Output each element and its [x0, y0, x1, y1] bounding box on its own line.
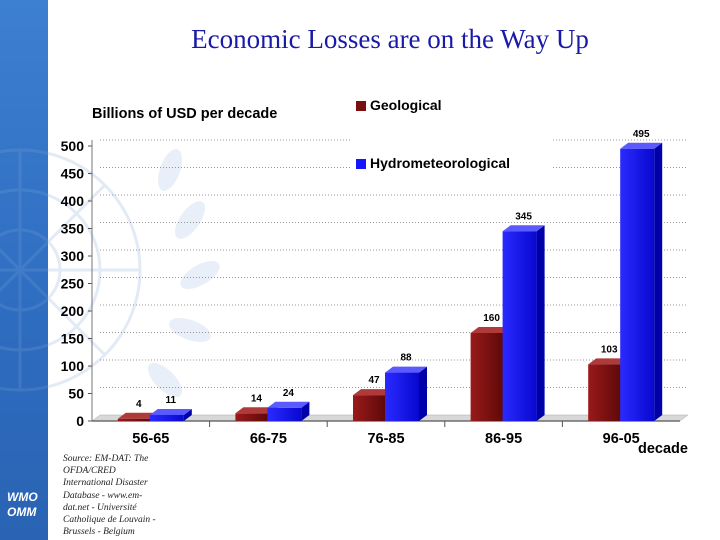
legend-label: Hydrometeorological [370, 155, 510, 171]
bar-top [620, 142, 663, 149]
data-label: 24 [283, 388, 295, 399]
x-tick-label: 96-05 [603, 431, 640, 447]
data-label: 160 [483, 313, 500, 324]
data-label: 345 [515, 211, 532, 222]
data-label: 47 [368, 375, 380, 386]
x-tick-label: 86-95 [485, 431, 522, 447]
legend-label: Geological [370, 97, 442, 113]
data-label: 14 [251, 393, 263, 404]
x-tick-label: 66-75 [250, 431, 287, 447]
bar-top [588, 358, 631, 365]
y-tick-label: 150 [61, 331, 85, 347]
y-tick-label: 400 [61, 193, 85, 209]
y-tick-label: 200 [61, 303, 85, 319]
data-label: 103 [601, 344, 618, 355]
x-tick-label: 56-65 [132, 431, 169, 447]
bar-top [235, 407, 278, 414]
source-note: Source: EM-DAT: The OFDA/CRED Internatio… [63, 454, 156, 538]
bar-geological [588, 364, 623, 421]
bar-hydrometeorological [149, 414, 184, 421]
bar-side [419, 366, 427, 421]
legend-box [352, 96, 552, 186]
x-tick-label: 76-85 [367, 431, 404, 447]
legend-swatch-geological [356, 101, 366, 111]
bar-geological [235, 413, 270, 421]
bar-geological [353, 395, 387, 421]
bar-hydrometeorological [267, 407, 302, 421]
bar-geological [470, 333, 505, 421]
bar-geological [117, 418, 152, 421]
legend-swatch-hydrometeorological [356, 159, 366, 169]
bar-hydrometeorological [385, 372, 419, 421]
data-label: 4 [136, 399, 142, 410]
slide-title: Economic Losses are on the Way Up [191, 24, 589, 54]
bar-side [654, 142, 663, 421]
sidebar-band [0, 0, 48, 540]
bar-side [301, 401, 310, 421]
y-tick-label: 350 [61, 221, 85, 237]
wmo-logo: WMO OMM [7, 490, 47, 520]
bar-top [267, 401, 310, 408]
data-label: 88 [400, 353, 412, 364]
data-label: 495 [633, 129, 650, 140]
y-tick-label: 450 [61, 166, 85, 182]
data-label: 11 [166, 395, 177, 406]
bar-top [502, 225, 545, 232]
bar-top [385, 366, 427, 373]
bar-side [183, 408, 192, 421]
y-tick-label: 300 [61, 248, 85, 264]
wmo-logo-line-2: OMM [7, 505, 37, 519]
y-tick-label: 0 [76, 413, 84, 429]
bar-top [149, 408, 192, 415]
bar-top [353, 389, 395, 396]
x-axis-label: decade [638, 441, 688, 457]
bar-top [470, 327, 513, 333]
y-axis-label: Billions of USD per decade [92, 106, 277, 122]
y-tick-label: 100 [61, 358, 85, 374]
bar-side [536, 225, 545, 421]
y-tick-label: 500 [61, 138, 85, 154]
bar-hydrometeorological [502, 231, 537, 421]
bar-top [117, 412, 160, 419]
bar-hydrometeorological [620, 148, 655, 421]
wmo-logo-line-1: WMO [7, 490, 38, 504]
y-tick-label: 50 [68, 386, 84, 402]
y-tick-label: 250 [61, 276, 85, 292]
